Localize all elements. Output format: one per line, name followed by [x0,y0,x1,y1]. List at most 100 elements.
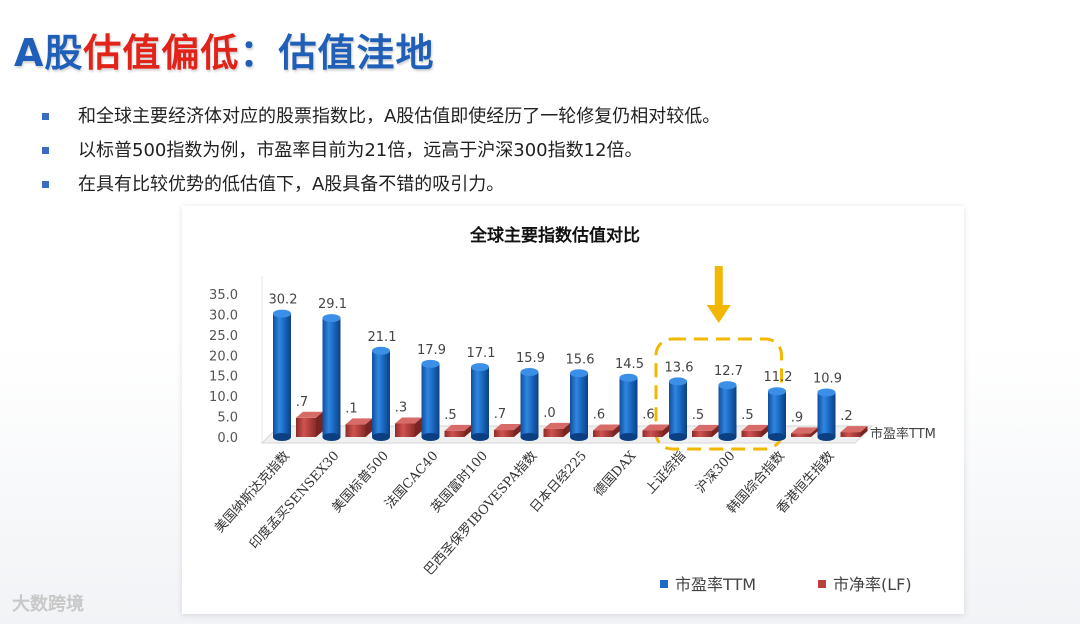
pb-bar-side [662,424,670,437]
pe-bar [471,367,489,437]
pe-data-label: 15.9 [516,351,545,366]
pb-bar-side [761,424,769,437]
pe-data-label: 10.9 [813,371,842,386]
top-stripe [0,0,1080,6]
pb-bar [741,430,762,437]
pe-bar-base [372,433,390,441]
y-tick-label: 35.0 [209,288,238,303]
bullet-text: 以标普500指数为例，市盈率目前为21倍，远高于沪深300指数12倍。 [78,140,643,161]
pb-bar-side [464,424,472,437]
pb-bar [642,430,663,437]
pb-data-label: .3 [395,401,407,416]
pe-bar-base [718,433,737,441]
pe-bar-base [619,433,638,441]
pe-bar-top [372,346,390,355]
pb-bar-top [543,422,571,429]
pe-bar-base [471,433,489,441]
pe-data-label: 15.6 [566,352,595,367]
pb-bar-side [811,427,818,437]
pb-data-label: .0 [543,406,555,421]
y-tick-label: 10.0 [209,390,238,405]
pb-bar-side [613,424,620,437]
bullet-marker-icon [42,181,49,188]
pe-data-label: 17.9 [417,343,446,358]
pe-bar-top [570,369,588,378]
axis-end-label: 市盈率TTM [870,426,936,442]
bullet-item: 在具有比较优势的低估值下，A股具备不错的吸引力。 [40,168,720,202]
highlight-arrow-icon [706,305,731,323]
pb-bar [692,430,712,437]
slide-title-suffix: ：估值洼地 [239,31,435,75]
slide-title-prefix: A股 [14,31,84,75]
pb-data-label: .9 [791,410,803,425]
legend-label-pe: 市盈率TTM [675,575,756,594]
pb-bar-top [296,411,323,418]
pe-data-label: 17.1 [467,346,496,361]
pb-data-label: .6 [642,407,654,422]
pe-bar [669,381,687,437]
y-tick-label: 5.0 [217,411,238,426]
pb-data-label: .2 [840,409,852,424]
pb-bar-top [395,417,422,424]
chart-title: 全球主要指数估值对比 [469,225,640,246]
pb-bar-top [692,424,719,431]
legend-label-pb: 市净率(LF) [833,575,912,594]
pb-bar-top [444,424,472,431]
pb-bar-side [712,424,719,437]
pe-bar-base [520,433,539,441]
y-tick-label: 25.0 [209,329,238,344]
pb-bar-top [494,424,521,431]
pb-data-label: .7 [296,395,308,410]
bullet-list: 和全球主要经济体对应的股票指数比，A股估值即使经历了一轮修复仍相对较低。 以标普… [40,100,720,202]
pe-bar-base [273,433,291,441]
x-category-label: 上证综指 [643,449,689,498]
pe-bar-base [817,433,836,441]
pe-bar [372,350,390,437]
pe-data-label: 11.2 [764,370,793,385]
pe-data-label: 29.1 [318,297,347,312]
pb-bar [444,430,465,437]
pe-bar-top [273,309,291,318]
pb-bar-top [345,418,373,425]
y-tick-label: 20.0 [209,349,238,364]
pe-bar-top [619,373,638,382]
pb-bar [791,433,811,437]
pe-bar-top [471,363,489,372]
legend-swatch-pe [660,580,668,588]
pb-bar-top [791,427,818,434]
pb-bar-top [840,426,868,433]
bullet-marker-icon [42,113,49,120]
pe-bar-top [768,387,786,396]
pb-bar-top [593,424,620,431]
pb-data-label: .7 [494,407,506,422]
pe-bar-top [669,377,687,386]
pe-data-label: 21.1 [368,330,397,345]
pe-data-label: 13.6 [665,360,694,375]
pb-data-label: .6 [593,407,605,422]
slide-title: A股估值偏低：估值洼地 [14,22,434,77]
pe-bar [619,377,638,437]
valuation-bar-chart: 全球主要指数估值对比 0.0 5.0 10.0 15.0 20.0 25.0 30.0 35.0… [209,225,936,594]
pe-bar-base [322,433,341,441]
x-category-label: 沪深300 [693,448,739,496]
bullet-text: 和全球主要经济体对应的股票指数比，A股估值即使经历了一轮修复仍相对较低。 [78,106,721,127]
pb-bar-side [316,411,323,437]
pe-bar-top [322,314,341,323]
pb-bar-top [741,424,769,431]
x-category-label: 德国DAX [591,448,639,500]
bullet-marker-icon [42,147,49,154]
pb-bar [395,423,415,437]
pe-bar-base [570,433,588,441]
pb-bar [296,417,316,437]
pb-bar-top [642,424,670,431]
y-tick-label: 0.0 [217,431,238,446]
pe-bar [421,363,440,437]
pe-bar-top [421,359,440,368]
pe-data-label: 14.5 [615,357,644,372]
pb-bar-side [365,418,373,437]
pe-bar-top [520,368,539,377]
pe-bar [718,385,737,437]
chart-panel: 全球主要指数估值对比 0.0 5.0 10.0 15.0 20.0 25.0 30.0 35.0… [182,206,964,614]
pb-bar-side [563,422,571,437]
highlight-arrow-shaft [714,266,723,306]
